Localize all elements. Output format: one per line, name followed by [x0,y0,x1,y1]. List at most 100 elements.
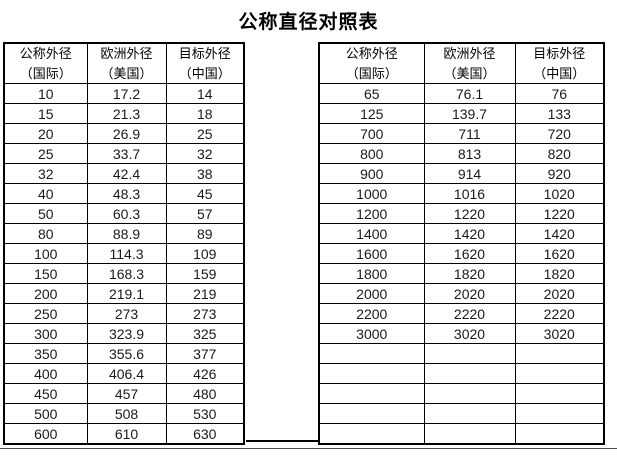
table-cell: 813 [423,143,516,164]
table-cell: 10 [3,83,88,104]
column-header: 目标外径 （中国） [514,42,605,84]
table-row: 1400 1420 1420 [318,223,605,244]
table-cell: 3020 [423,323,516,344]
table-row [318,383,605,404]
column-header: 欧洲外径 （美国） [423,42,516,84]
table-cell: 480 [165,383,245,404]
table-row: 200 219.1 219 [3,283,245,304]
column-header-line2: （美国） [100,65,153,81]
column-header: 公称外径 （国际） [3,42,88,84]
table-cell: 219 [165,283,245,304]
table-cell: 914 [423,163,516,184]
table-row: 25 33.7 32 [3,143,245,164]
table-cell: 720 [514,123,605,144]
column-header-line1: 欧洲外径 [443,46,496,61]
column-header-line1: 目标外径 [178,46,231,61]
table-cell [318,423,425,445]
column-header-line2: （中国） [178,65,231,81]
table-cell: 25 [3,143,88,164]
table-cell: 15 [3,103,88,124]
table-cell: 1620 [514,243,605,264]
table-row: 2200 2220 2220 [318,303,605,324]
table-cell: 530 [165,403,245,424]
table-cell: 32 [3,163,88,184]
table-cell: 50 [3,203,88,224]
table-cell: 89 [165,223,245,244]
table-cell: 1220 [423,203,516,224]
column-header-line1: 公称外径 [19,46,72,61]
table-cell: 20 [3,123,88,144]
table-cell: 76.1 [423,83,516,104]
table-cell: 48.3 [86,183,167,204]
table-row: 1800 1820 1820 [318,263,605,284]
table-cell: 1020 [514,183,605,204]
table-cell: 325 [165,323,245,344]
table-cell: 800 [318,143,425,164]
table-row: 32 42.4 38 [3,163,245,184]
table-cell: 109 [165,243,245,264]
table-row: 15 21.3 18 [3,103,245,124]
table-cell: 457 [86,383,167,404]
table-cell: 2020 [423,283,516,304]
table-cell: 60.3 [86,203,167,224]
table-cell: 1420 [423,223,516,244]
table-cell [423,423,516,445]
table-cell: 711 [423,123,516,144]
table-row: 800 813 820 [318,143,605,164]
table-cell: 273 [86,303,167,324]
table-cell: 500 [3,403,88,424]
table-cell: 377 [165,343,245,364]
table-row: 1600 1620 1620 [318,243,605,264]
table-cell [514,383,605,404]
table-row [318,363,605,384]
table-cell: 630 [165,423,245,445]
table-cell: 450 [3,383,88,404]
table-cell: 323.9 [86,323,167,344]
table-row: 250 273 273 [3,303,245,324]
table-row [318,423,605,445]
table-cell: 38 [165,163,245,184]
table-cell: 300 [3,323,88,344]
table-cell: 1620 [423,243,516,264]
table-row: 50 60.3 57 [3,203,245,224]
table-cell: 33.7 [86,143,167,164]
table-row: 300 323.9 325 [3,323,245,344]
table-cell [318,383,425,404]
table-cell: 17.2 [86,83,167,104]
table-row: 20 26.9 25 [3,123,245,144]
table-cell: 32 [165,143,245,164]
table-cell: 400 [3,363,88,384]
table-cell: 168.3 [86,263,167,284]
table-cell: 3020 [514,323,605,344]
table-row: 150 168.3 159 [3,263,245,284]
right-comparison-table: 公称外径 （国际） 欧洲外径 （美国） 目标外径 （中国） 65 76.1 76 125 139.7… [318,42,605,445]
table-cell: 920 [514,163,605,184]
table-cell: 610 [86,423,167,445]
table-cell: 25 [165,123,245,144]
table-row: 80 88.9 89 [3,223,245,244]
table-cell [514,343,605,364]
table-row: 10 17.2 14 [3,83,245,104]
table-gap-bottom-border [246,440,320,442]
table-cell: 2020 [514,283,605,304]
table-cell: 139.7 [423,103,516,124]
table-cell [318,363,425,384]
table-cell [514,363,605,384]
column-header-line2: （美国） [443,65,496,81]
page-bottom-rule [0,448,617,449]
table-cell [514,403,605,424]
table-cell: 3000 [318,323,425,344]
table-cell: 1820 [514,263,605,284]
table-cell: 21.3 [86,103,167,124]
table-cell: 42.4 [86,163,167,184]
table-row: 450 457 480 [3,383,245,404]
column-header-line1: 目标外径 [533,46,586,61]
column-header-line1: 公称外径 [345,46,398,61]
table-cell: 100 [3,243,88,264]
table-cell: 80 [3,223,88,244]
table-cell: 26.9 [86,123,167,144]
table-cell: 159 [165,263,245,284]
column-header: 目标外径 （中国） [165,42,245,84]
table-cell: 1420 [514,223,605,244]
